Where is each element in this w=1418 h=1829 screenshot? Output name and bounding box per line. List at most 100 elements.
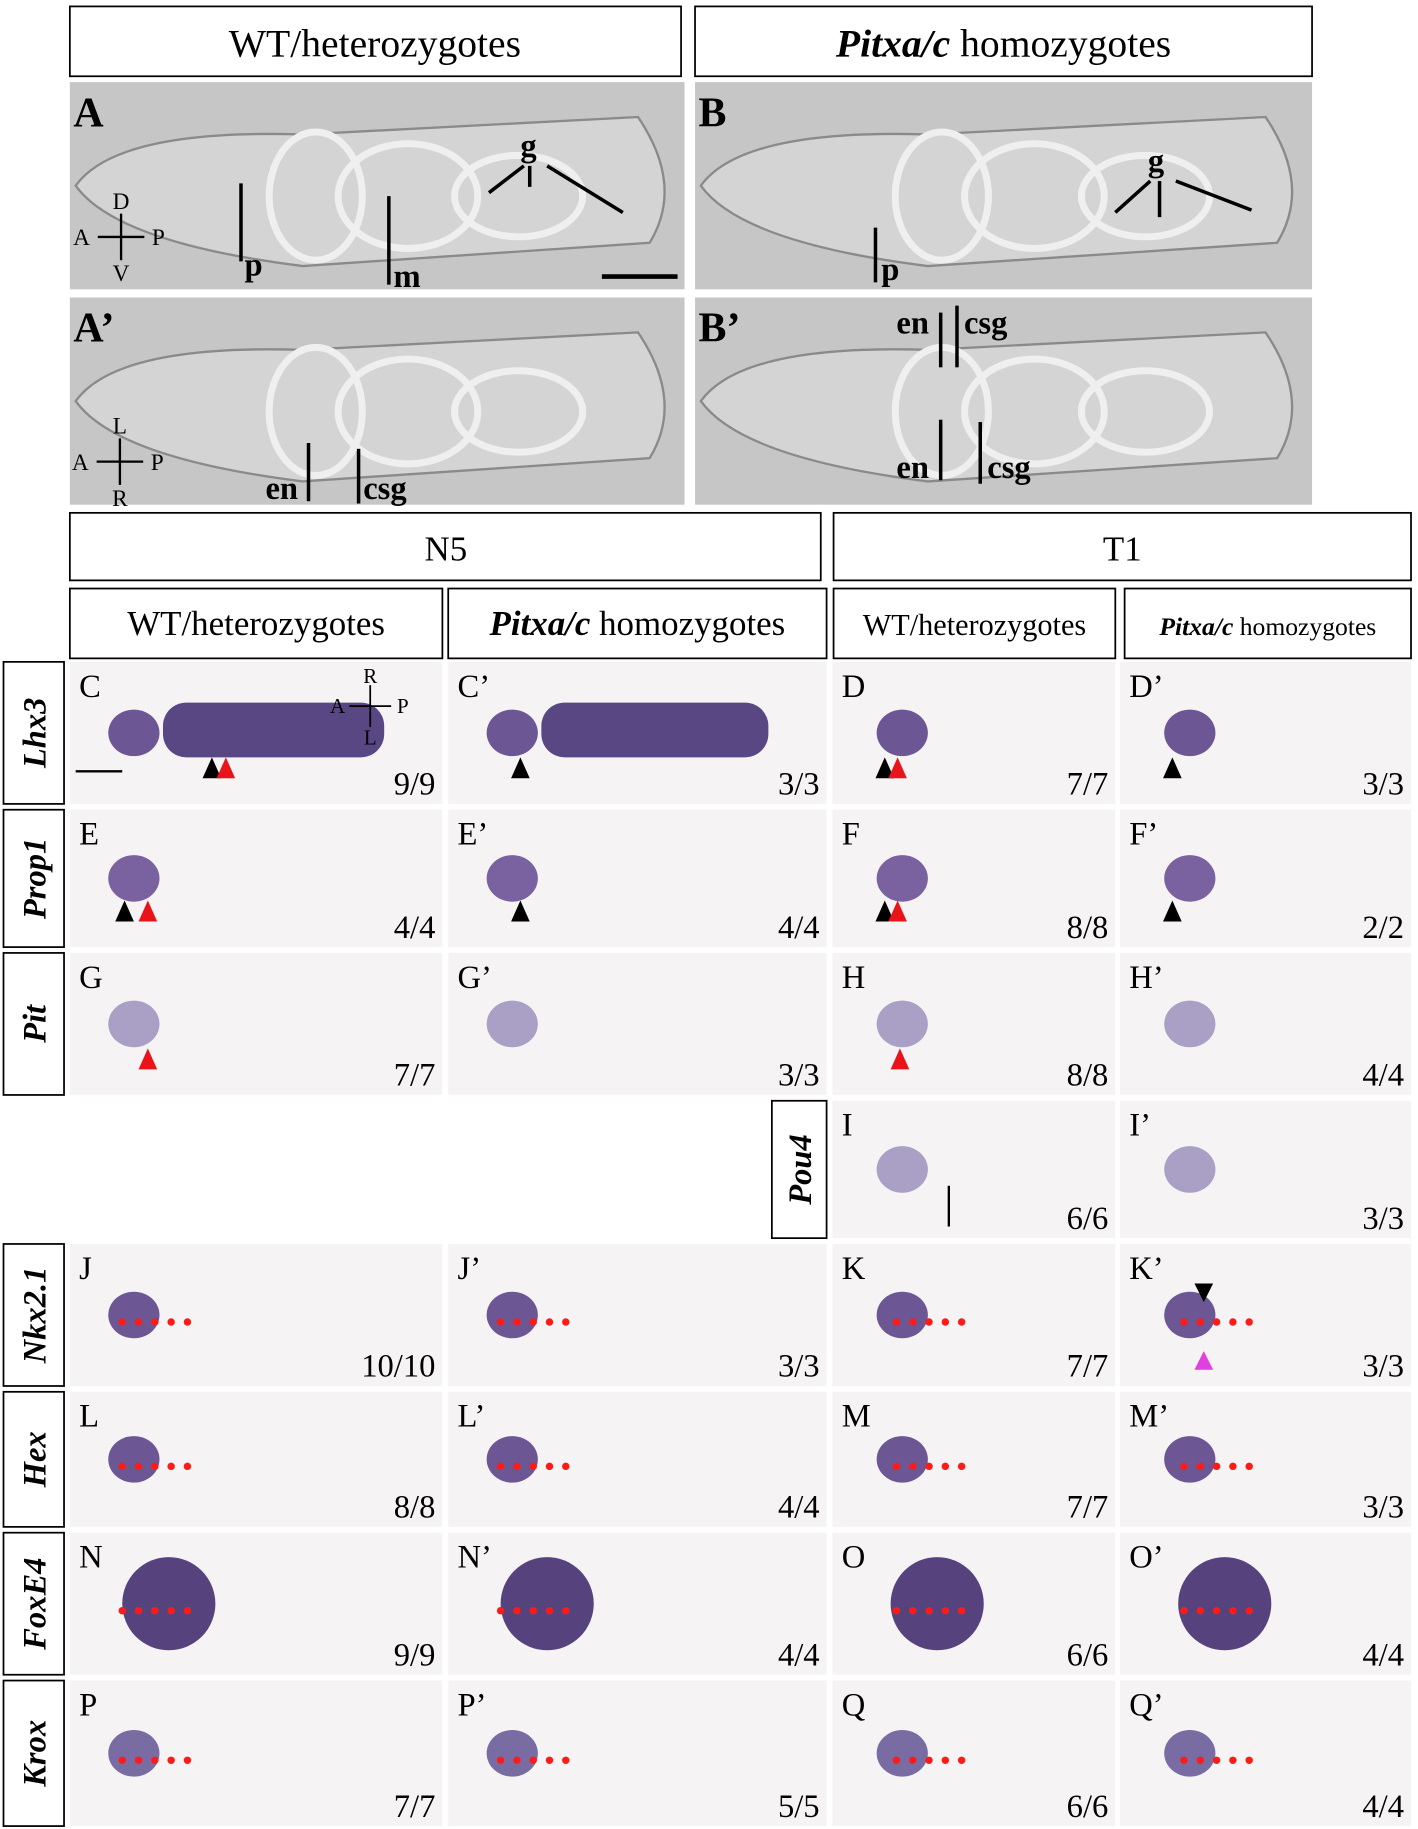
- red-dot: [909, 1318, 917, 1326]
- red-dot: [1229, 1462, 1237, 1471]
- label: H: [842, 960, 866, 996]
- red-dot: [925, 1756, 933, 1765]
- label: O: [842, 1540, 866, 1576]
- stain: [876, 1146, 928, 1193]
- label: K: [842, 1251, 866, 1287]
- label: T1: [1103, 530, 1142, 569]
- label: 3/3: [1362, 1201, 1404, 1237]
- arrowhead: [888, 757, 907, 779]
- stain: [108, 709, 160, 757]
- header-text: Pitxa/c homozygotes: [1158, 612, 1376, 641]
- panel-clip-edge: [1411, 1243, 1416, 1387]
- red-dot: [892, 1462, 901, 1471]
- label: A: [73, 225, 90, 251]
- red-dot: [909, 1462, 917, 1471]
- pointer-line: [1114, 179, 1152, 214]
- panel-clip-edge: [1115, 1243, 1120, 1387]
- red-dot: [1212, 1318, 1221, 1326]
- label: P: [79, 1687, 97, 1723]
- red-dot: [957, 1756, 966, 1765]
- stain: [1164, 1146, 1216, 1193]
- label: K’: [1129, 1251, 1163, 1287]
- red-dot: [1245, 1318, 1253, 1326]
- arrowhead: [511, 757, 530, 779]
- panel-clip-edge: [442, 1391, 448, 1527]
- label: Lhx3: [17, 698, 53, 770]
- panel-clip-edge: [826, 1680, 832, 1827]
- label: 3/3: [1362, 1490, 1404, 1526]
- red-dot: [1196, 1606, 1205, 1615]
- label: L: [113, 414, 127, 440]
- red-dot: [1229, 1606, 1237, 1615]
- pointer-line: [1175, 179, 1253, 212]
- label: 4/4: [1362, 1789, 1404, 1825]
- label: I’: [1129, 1108, 1151, 1144]
- panel-clip-edge: [1411, 661, 1416, 804]
- label: N’: [458, 1540, 492, 1576]
- red-dot: [167, 1756, 175, 1765]
- red-dot: [1196, 1318, 1205, 1326]
- stain: [876, 1000, 928, 1048]
- red-dot: [1229, 1318, 1237, 1326]
- label: Prop1: [17, 838, 53, 920]
- pointer-line: [487, 164, 525, 195]
- red-dot: [151, 1606, 159, 1615]
- label: B’: [699, 306, 741, 352]
- gene-box: [2, 660, 65, 805]
- arrowhead: [138, 1048, 158, 1070]
- red-dot: [134, 1606, 143, 1615]
- arrowhead: [875, 900, 895, 922]
- label: H’: [1129, 960, 1163, 996]
- arrowhead: [1194, 1283, 1214, 1303]
- plain-part: homozygotes: [950, 21, 1171, 65]
- label: Q: [842, 1687, 866, 1723]
- stain: [486, 1730, 538, 1777]
- panel-clip-edge: [1411, 1532, 1416, 1675]
- label: Q’: [1129, 1687, 1163, 1723]
- label: P: [151, 450, 164, 476]
- gene-box: [2, 1531, 65, 1676]
- label: A’: [73, 306, 114, 352]
- label: 2/2: [1362, 910, 1404, 946]
- label: 10/10: [361, 1349, 435, 1385]
- arrowhead: [1163, 900, 1182, 922]
- label: 8/8: [394, 1490, 436, 1526]
- label: A: [330, 694, 345, 718]
- gland: [265, 343, 366, 479]
- red-dot: [957, 1318, 966, 1326]
- red-dot: [529, 1606, 537, 1615]
- red-dot: [183, 1606, 192, 1615]
- stain: [1164, 1730, 1216, 1777]
- label: 3/3: [778, 1349, 820, 1385]
- label: 3/3: [1362, 1349, 1404, 1385]
- label: C: [79, 669, 101, 705]
- gene-box: [2, 1679, 65, 1827]
- stain: [890, 1557, 984, 1651]
- italic-part: Pitxa/c: [489, 604, 591, 643]
- red-dot: [1196, 1462, 1205, 1471]
- red-dot: [151, 1756, 159, 1765]
- label: csg: [363, 471, 406, 507]
- italic-part: Pitxa/c: [835, 21, 950, 65]
- red-dot: [562, 1606, 570, 1615]
- label: 7/7: [394, 1058, 436, 1094]
- label: E’: [458, 817, 489, 853]
- red-dot: [941, 1318, 950, 1326]
- panel-clip-edge: [1115, 1680, 1120, 1827]
- label: F: [842, 817, 860, 853]
- header-box: [832, 587, 1117, 660]
- red-dot: [529, 1462, 537, 1471]
- header-text: Pitxa/c homozygotes: [489, 604, 786, 643]
- stain: [500, 1557, 594, 1651]
- panel-clip-edge: [826, 661, 832, 804]
- arrowhead: [890, 1048, 910, 1070]
- label: Krox: [17, 1720, 53, 1788]
- label: N: [79, 1540, 103, 1576]
- red-dot: [513, 1606, 521, 1615]
- panel-clip-edge: [826, 1243, 832, 1387]
- label: D’: [1129, 669, 1163, 705]
- panel-clip-edge: [1411, 952, 1416, 1095]
- label: P: [397, 694, 409, 718]
- panel-clip-edge: [826, 952, 832, 1095]
